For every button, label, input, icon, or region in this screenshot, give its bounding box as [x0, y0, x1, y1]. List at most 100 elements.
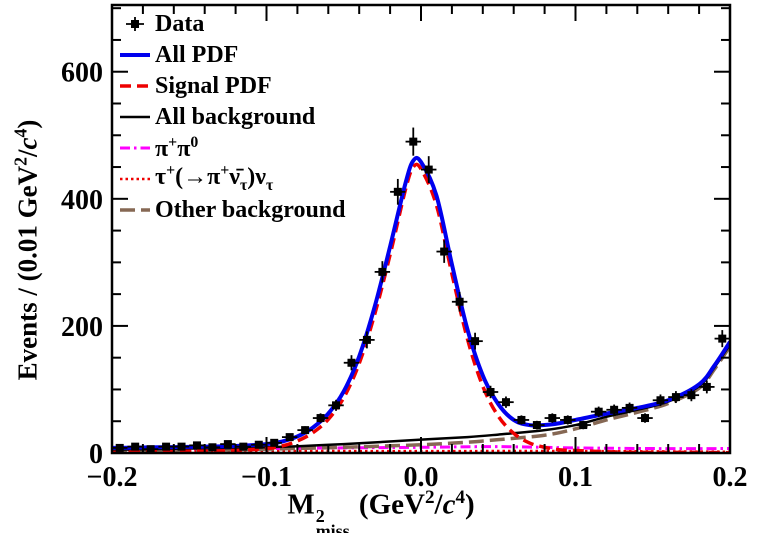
legend: Data All PDF Signal PDF All background π+π0 τ… [118, 8, 346, 225]
legend-item-all-background: All background [118, 101, 346, 132]
data-point-marker [146, 445, 155, 453]
data-point [482, 385, 499, 399]
y-tick-label: 600 [61, 58, 103, 89]
legend-item-all-pdf: All PDF [118, 39, 346, 70]
data-point [405, 127, 421, 156]
data-point-marker [656, 396, 665, 405]
data-point [513, 415, 530, 425]
data-point [421, 156, 437, 184]
data-point [575, 420, 591, 430]
data-point [251, 440, 267, 449]
data-point-marker [285, 433, 294, 442]
data-point [127, 442, 143, 451]
data-point-marker [131, 442, 140, 451]
data-point-marker [718, 334, 727, 343]
data-point [498, 396, 514, 408]
data-point [606, 404, 622, 416]
legend-all-background-line-sample [120, 115, 150, 118]
data-point-marker [115, 443, 124, 452]
data-point [714, 330, 730, 348]
data-point [359, 331, 375, 349]
data-point-marker [393, 187, 402, 196]
data-point [560, 415, 576, 425]
data-point-marker [239, 442, 248, 451]
y-tick-label: 400 [61, 185, 103, 216]
legend-pi-pi0-line-sample [120, 146, 150, 149]
data-point-marker [501, 398, 510, 407]
data-point-marker [455, 297, 464, 306]
data-point-marker [177, 442, 186, 451]
data-point-marker [208, 443, 217, 452]
data-point-marker [223, 440, 232, 449]
data-point [281, 433, 298, 442]
x-tick-label: −0.1 [241, 462, 292, 493]
data-point-marker [625, 403, 634, 412]
legend-signal-pdf-line-sample [120, 83, 150, 88]
legend-tau-nu-line-sample [120, 177, 150, 180]
data-point-marker [424, 165, 433, 174]
data-point [637, 413, 653, 423]
data-point [235, 442, 252, 451]
data-point [544, 413, 561, 423]
legend-label: Other background [155, 196, 346, 223]
data-point [220, 440, 236, 449]
data-point [189, 441, 205, 450]
data-point-marker [517, 415, 526, 424]
data-point [112, 443, 128, 452]
legend-item-other-background: Other background [118, 194, 346, 225]
data-point [312, 413, 329, 423]
data-point-marker [563, 415, 572, 424]
data-point [374, 261, 391, 283]
legend-label: All PDF [155, 41, 239, 68]
data-point-marker [687, 391, 696, 400]
data-point [158, 442, 174, 451]
legend-all-pdf-line-sample [120, 52, 150, 57]
data-point-marker [440, 247, 449, 256]
x-tick-label: 0.0 [404, 462, 439, 493]
data-point [451, 291, 468, 312]
data-point-marker [409, 137, 418, 146]
legend-item-tau-nu: τ+(→π+ν̄τ)ντ [118, 163, 346, 194]
legend-label: π+π0 [155, 133, 199, 162]
data-point-marker [610, 405, 619, 414]
series-all-background-curve [112, 343, 730, 452]
y-axis-title: Events / (0.01 GeV2/c4) [10, 119, 43, 381]
data-point-marker [378, 267, 387, 276]
data-point-marker [254, 440, 263, 449]
legend-item-signal-pdf: Signal PDF [118, 70, 346, 101]
data-point-marker [301, 426, 310, 435]
data-point-marker [332, 401, 341, 410]
data-point [683, 389, 700, 402]
series-other-background-curve [112, 345, 730, 453]
data-point-marker [471, 337, 480, 346]
data-point [652, 394, 669, 407]
data-point-marker [641, 414, 650, 423]
x-tick-label: −0.2 [87, 462, 138, 493]
data-point [467, 332, 483, 350]
y-tick-label: 0 [89, 439, 103, 470]
data-point-marker [579, 421, 588, 430]
data-point [328, 399, 344, 411]
legend-other-background-line-sample [120, 207, 150, 212]
data-point-marker [347, 358, 356, 367]
data-point-marker [362, 335, 371, 344]
data-point [590, 406, 607, 417]
legend-label: τ+(→π+ν̄τ)ντ [155, 162, 274, 194]
data-point [621, 402, 638, 414]
legend-label: Data [155, 10, 205, 37]
legend-item-data: Data [118, 8, 346, 39]
data-point-marker [192, 441, 201, 450]
data-point-marker [671, 393, 680, 402]
x-tick-label: 0.1 [558, 462, 593, 493]
data-point-marker [316, 414, 325, 423]
data-point [436, 240, 452, 263]
data-point [142, 445, 159, 453]
y-tick-label: 200 [61, 312, 103, 343]
legend-label: Signal PDF [155, 72, 272, 99]
series-signal-pdf-curve [112, 162, 730, 453]
legend-label: All background [155, 103, 316, 130]
data-point-marker [532, 421, 541, 430]
data-point [204, 443, 221, 452]
